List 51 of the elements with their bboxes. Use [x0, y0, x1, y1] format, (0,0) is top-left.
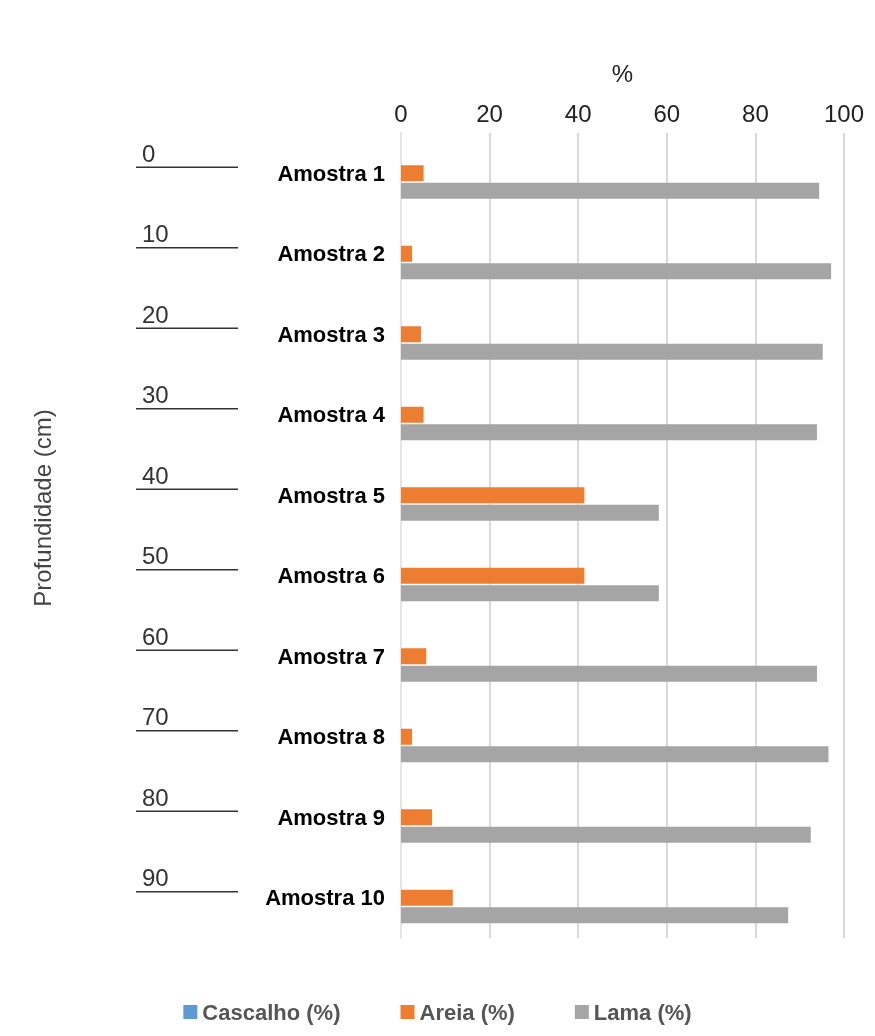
text: 0: [142, 139, 156, 167]
y-tick-label: Amostra 3: [277, 321, 385, 347]
text: 30: [142, 381, 169, 409]
bar: [401, 585, 659, 602]
bar: [401, 826, 811, 843]
y-tick-label: Amostra 1: [277, 160, 385, 186]
bar: [401, 809, 433, 826]
text: 20: [142, 300, 169, 328]
legend-label: Areia (%): [419, 999, 515, 1025]
x-tick-label: 0: [394, 99, 408, 127]
bar: [401, 406, 424, 423]
text: 90: [142, 864, 169, 892]
text: 80: [142, 783, 169, 811]
legend-label: Lama (%): [593, 999, 692, 1025]
y-tick-label: Amostra 4: [277, 402, 386, 428]
bar: [401, 326, 421, 343]
x-tick-label: 20: [476, 99, 503, 127]
bar: [401, 263, 832, 280]
x-axis-title: %: [611, 59, 634, 87]
bar: [401, 648, 427, 665]
y-tick-label: Amostra 8: [277, 724, 385, 750]
bar: [401, 504, 659, 521]
bar: [401, 728, 413, 745]
text: 40: [142, 461, 169, 489]
text: 10: [142, 220, 169, 248]
y-tick-label: Amostra 6: [277, 563, 385, 589]
bar: [401, 165, 424, 182]
x-tick-label: 80: [742, 99, 769, 127]
x-tick-label: 60: [653, 99, 681, 127]
y-tick-label: Amostra 7: [277, 643, 385, 669]
bar: [401, 424, 817, 441]
text: Profundidade (cm): [28, 409, 56, 607]
y-tick-label: Amostra 10: [265, 885, 385, 911]
text: 60: [142, 622, 169, 650]
bar: [401, 746, 829, 763]
bar: [401, 889, 453, 906]
legend-label: Cascalho (%): [202, 999, 341, 1025]
x-tick-label: 40: [564, 99, 592, 127]
x-tick-label: 100: [823, 99, 864, 127]
text: 70: [142, 703, 169, 731]
y-tick-label: Amostra 5: [277, 482, 385, 508]
bar: [401, 245, 413, 262]
text: 50: [142, 542, 169, 570]
bar: [401, 182, 820, 199]
bar: [401, 907, 789, 924]
bar: [401, 665, 817, 682]
bar: [401, 487, 585, 504]
y-tick-label: Amostra 2: [277, 241, 385, 267]
bar: [401, 567, 585, 584]
y-tick-label: Amostra 9: [277, 804, 385, 830]
bar: [401, 343, 823, 360]
